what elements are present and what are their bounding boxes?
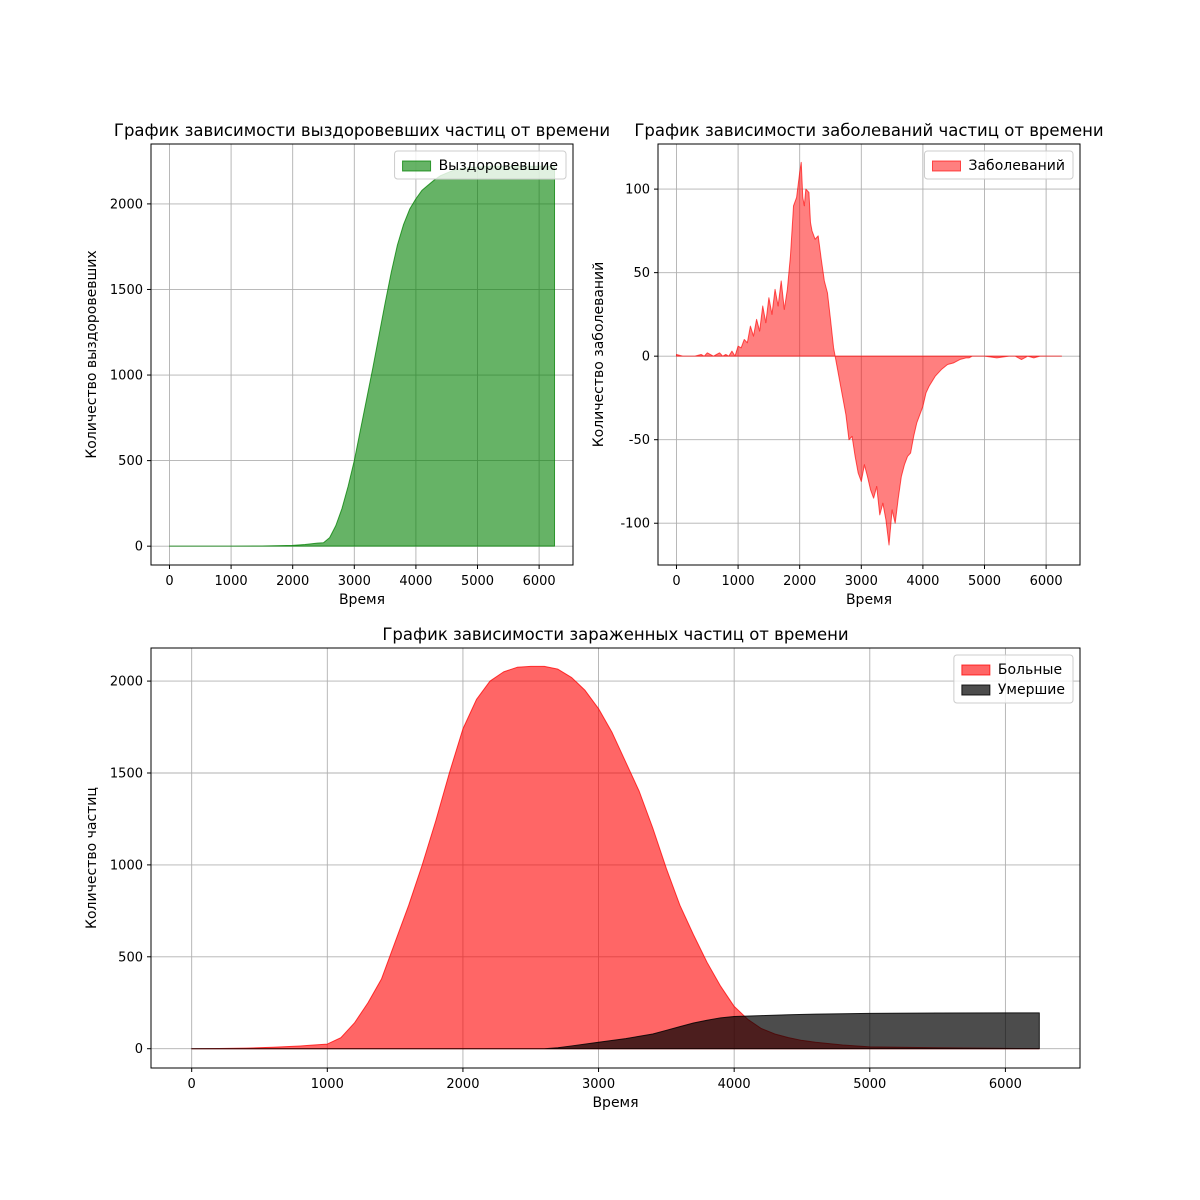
y-tick-label: 1500 xyxy=(110,283,143,298)
axes-frame xyxy=(150,647,1081,1069)
legend-swatch xyxy=(961,664,991,676)
y-axis-label: Количество частиц xyxy=(84,787,100,929)
legend-label: Умершие xyxy=(998,682,1065,698)
legend-label: Заболеваний xyxy=(969,158,1066,174)
x-tick-label: 4000 xyxy=(399,574,432,589)
y-tick-label: 50 xyxy=(633,266,650,281)
chart-infected: 0 1000 2000 3000 4000 5000 6000 0 500 1000 1500 200… xyxy=(84,625,1081,1111)
y-tick-label: 1000 xyxy=(110,369,143,384)
x-tick-label: 5000 xyxy=(853,1077,886,1092)
legend: Больные Умершие xyxy=(953,654,1074,704)
x-tick-label: 2000 xyxy=(446,1077,479,1092)
legend-swatch xyxy=(932,160,961,172)
x-tick-label: 4000 xyxy=(906,574,939,589)
y-tick-label: 2000 xyxy=(110,197,143,212)
y-tick-label: 0 xyxy=(642,350,650,365)
axes-frame xyxy=(657,143,1081,566)
y-tick-label: 1500 xyxy=(110,766,143,781)
x-tick-label: 3000 xyxy=(338,574,371,589)
area-series-1 xyxy=(191,1012,1040,1050)
x-tick-label: 4000 xyxy=(718,1077,751,1092)
y-tick-label: 500 xyxy=(118,454,143,469)
legend: Выздоровевшие xyxy=(394,150,567,180)
x-axis-label: Время xyxy=(339,592,385,608)
legend-label: Больные xyxy=(998,662,1062,678)
x-tick-label: 6000 xyxy=(1030,574,1063,589)
legend-swatch xyxy=(402,160,432,172)
x-tick-label: 0 xyxy=(165,574,173,589)
x-tick-label: 2000 xyxy=(783,574,816,589)
x-tick-label: 0 xyxy=(672,574,680,589)
chart-title: График зависимости выздоровевших частиц … xyxy=(114,121,610,140)
x-tick-label: 0 xyxy=(188,1077,196,1092)
x-tick-label: 5000 xyxy=(968,574,1001,589)
x-tick-label: 6000 xyxy=(989,1077,1022,1092)
x-tick-label: 1000 xyxy=(722,574,755,589)
x-tick-label: 1000 xyxy=(215,574,248,589)
legend-swatch xyxy=(961,684,991,696)
y-tick-label: 500 xyxy=(118,950,143,965)
y-tick-label: 0 xyxy=(135,1042,143,1057)
y-tick-label: -50 xyxy=(629,433,650,448)
chart-title: График зависимости зараженных частиц от … xyxy=(382,625,848,644)
axes-frame xyxy=(150,143,574,566)
y-tick-label: 100 xyxy=(625,183,650,198)
x-axis-label: Время xyxy=(592,1095,638,1111)
x-tick-label: 1000 xyxy=(311,1077,344,1092)
legend-frame xyxy=(394,150,567,180)
x-tick-label: 2000 xyxy=(276,574,309,589)
y-tick-label: 2000 xyxy=(110,675,143,690)
legend-label: Выздоровевшие xyxy=(439,158,558,174)
x-tick-label: 3000 xyxy=(845,574,878,589)
x-tick-label: 5000 xyxy=(461,574,494,589)
x-tick-label: 6000 xyxy=(523,574,556,589)
y-axis-label: Количество заболеваний xyxy=(591,262,607,448)
legend: Заболеваний xyxy=(924,150,1074,180)
x-axis-label: Время xyxy=(846,592,892,608)
y-tick-label: 0 xyxy=(135,540,143,555)
x-tick-label: 3000 xyxy=(582,1077,615,1092)
y-axis-label: Количество выздоровевших xyxy=(84,250,100,458)
y-tick-label: -100 xyxy=(620,517,650,532)
area-series-0 xyxy=(675,161,1063,546)
y-tick-label: 1000 xyxy=(110,858,143,873)
legend-frame xyxy=(924,150,1074,180)
chart-recovered: 0 1000 2000 3000 4000 5000 6000 0 500 1000 1500 200… xyxy=(84,121,610,608)
chart-title: График зависимости заболеваний частиц от… xyxy=(634,121,1103,140)
chart-infections: 0 1000 2000 3000 4000 5000 6000 -100 -50 0 50 100 Вр… xyxy=(591,121,1104,608)
